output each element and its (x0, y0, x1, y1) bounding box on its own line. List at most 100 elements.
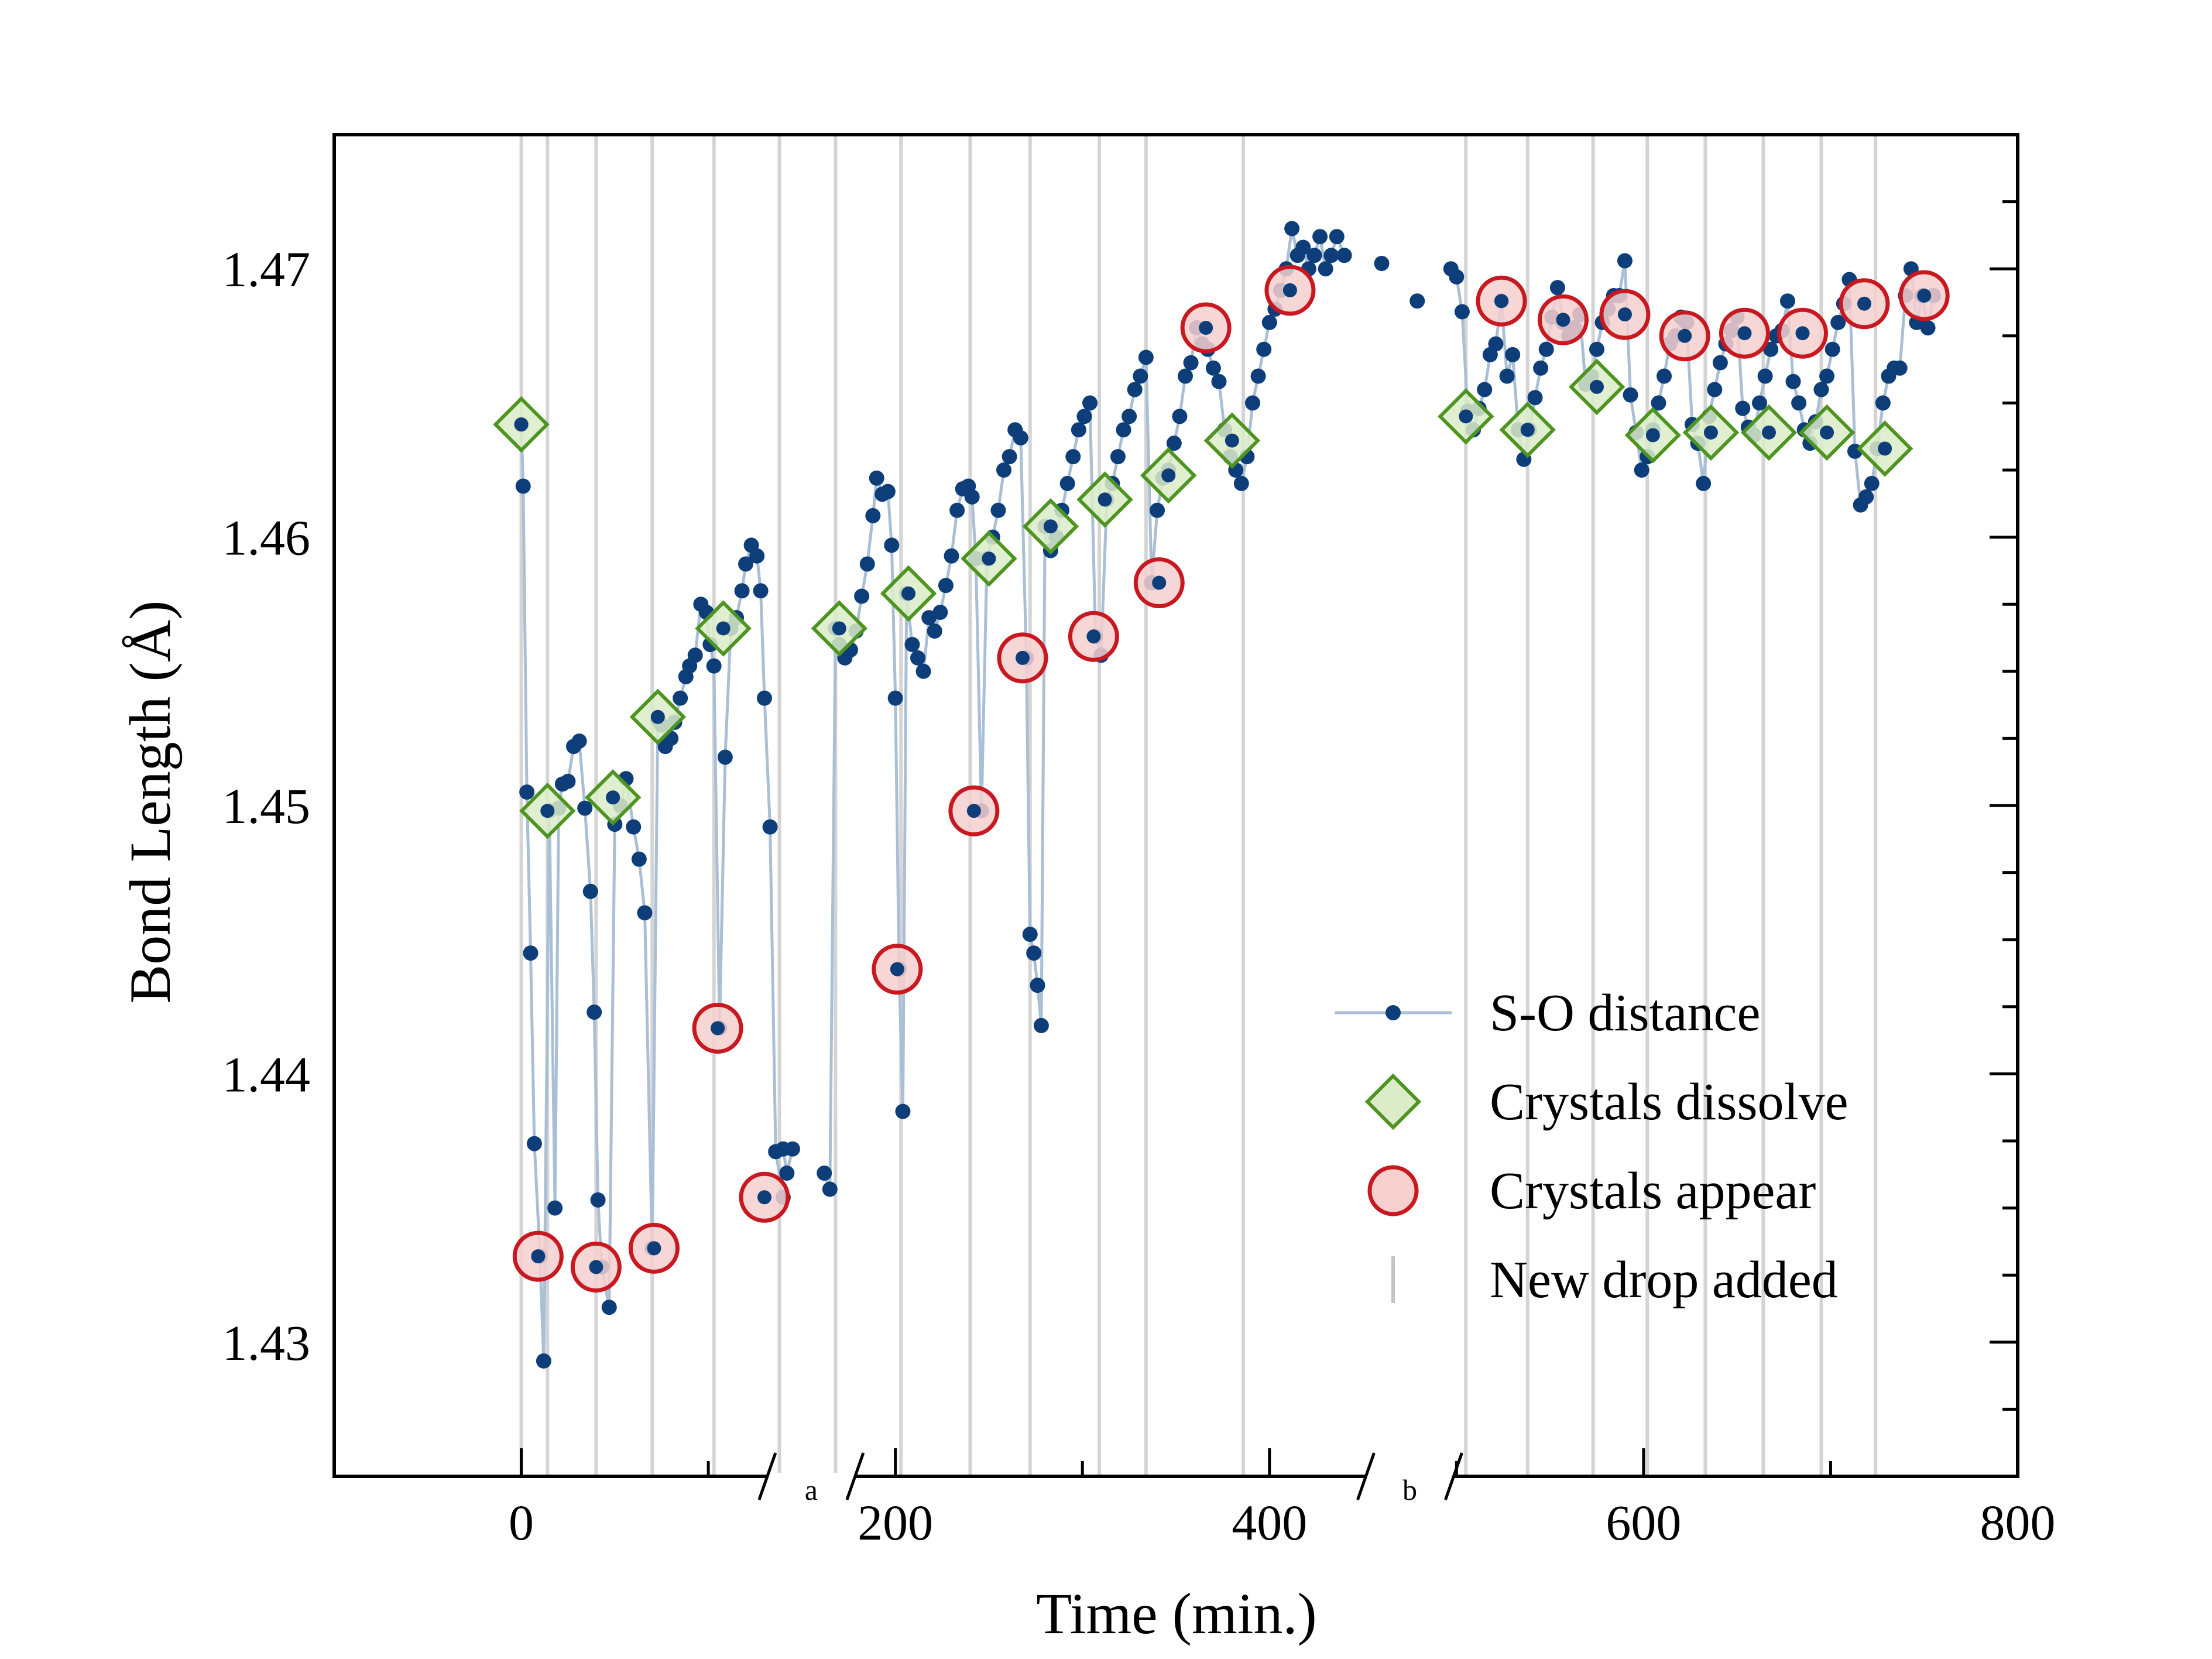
so-distance-point (523, 945, 539, 961)
so-distance-point (637, 905, 653, 921)
so-distance-point (1082, 395, 1098, 411)
so-distance-point (1634, 462, 1649, 478)
legend-label: S-O distance (1490, 984, 1760, 1042)
crystals-appear-point (1494, 294, 1509, 309)
so-distance-point (1785, 373, 1801, 389)
so-distance-point (1875, 395, 1891, 411)
so-distance-point (1312, 229, 1328, 245)
so-distance-point (515, 478, 531, 494)
so-distance-point (1651, 395, 1666, 411)
crystals-dissolve-point (514, 417, 529, 432)
so-distance-point (1752, 395, 1768, 411)
crystals-dissolve-point (1459, 409, 1473, 424)
so-distance-point (1779, 293, 1795, 309)
so-distance-point (1122, 409, 1137, 424)
so-distance-point (1920, 320, 1936, 336)
so-distance-point (1172, 409, 1188, 424)
so-distance-point (1183, 355, 1199, 371)
crystals-appear-point (1857, 296, 1871, 311)
crystals-appear-point (1086, 629, 1101, 644)
so-distance-point (1022, 927, 1038, 942)
so-distance-point (1033, 1017, 1049, 1033)
so-distance-point (1150, 502, 1165, 518)
so-distance-point (779, 1166, 795, 1181)
so-distance-point (734, 583, 750, 599)
so-distance-point (590, 1192, 606, 1208)
so-distance-point (1133, 368, 1148, 384)
crystals-dissolve-point (650, 709, 665, 724)
so-distance-point (1533, 360, 1549, 376)
so-distance-point (990, 502, 1006, 518)
crystals-dissolve-point (1161, 468, 1176, 483)
crystals-appear-markers (512, 265, 1950, 1293)
so-distance-point (753, 583, 769, 599)
so-distance-point (1284, 221, 1300, 236)
so-distance-point (964, 489, 980, 505)
crystals-dissolve-point (1703, 425, 1718, 440)
y-axis-minor-ticks (2002, 200, 2018, 1411)
so-distance-point (1374, 256, 1390, 272)
so-distance-point (1076, 409, 1092, 424)
so-distance-point (1538, 341, 1554, 357)
crystals-dissolve-point (1761, 425, 1776, 440)
so-distance-point (1138, 349, 1154, 365)
legend-label: New drop added (1490, 1251, 1838, 1309)
x-tick-label: 800 (1980, 1495, 2056, 1551)
axis-break-mark (845, 1452, 865, 1500)
so-distance-point (1030, 978, 1045, 993)
legend-label: Crystals dissolve (1490, 1073, 1849, 1131)
so-distance-point (1712, 355, 1728, 371)
so-distance-point (884, 537, 900, 553)
so-distance-point (1757, 368, 1773, 384)
so-distance-point (1505, 347, 1521, 362)
legend-circle-swatch (1367, 1165, 1419, 1216)
so-distance-point (547, 1200, 563, 1216)
crystals-dissolve-point (606, 790, 620, 805)
so-distance-point (756, 690, 772, 706)
so-distance-point (1329, 229, 1345, 245)
y-tick-label: 1.43 (222, 1315, 311, 1371)
y-tick-label: 1.45 (222, 778, 311, 834)
so-distance-point (927, 623, 942, 639)
so-distance-point (859, 556, 875, 572)
so-distance-point (1336, 248, 1352, 263)
so-distance-point (1250, 368, 1266, 384)
legend: S-O distance Crystals dissolve Crystals ap… (1335, 984, 1849, 1309)
crystals-appear-point (1282, 283, 1297, 297)
crystals-appear-point (647, 1241, 661, 1256)
so-distance-point (526, 1136, 542, 1151)
so-distance-point (1617, 253, 1633, 269)
so-distance-point (1026, 945, 1042, 961)
axis-break-gap (1366, 1473, 1454, 1480)
so-distance-point (1166, 436, 1182, 451)
crystals-appear-point (966, 804, 981, 818)
so-distance-point (582, 883, 598, 899)
so-distance-point (932, 604, 948, 620)
legend-diamond-swatch (1364, 1073, 1422, 1130)
crystals-dissolve-point (832, 621, 846, 636)
so-distance-point (1657, 368, 1672, 384)
so-distance-point (1707, 382, 1723, 397)
x-axis-title: Time (min.) (1036, 1581, 1317, 1646)
so-distance-point (1013, 430, 1028, 445)
x-axis-ticks: 0 200 400 600 800 (509, 1448, 2056, 1551)
crystals-dissolve-point (1820, 425, 1834, 440)
crystals-dissolve-point (716, 621, 731, 636)
so-distance-point (577, 800, 593, 816)
so-distance-point (560, 773, 576, 789)
crystals-appear-point (1917, 289, 1932, 303)
so-distance-point (1892, 360, 1908, 376)
so-distance-point (1205, 360, 1221, 376)
crystals-dissolve-point (1225, 433, 1239, 448)
crystals-appear-point (1015, 650, 1030, 665)
so-distance-point (717, 749, 733, 765)
so-distance-point (887, 690, 903, 706)
so-distance-point (571, 733, 587, 749)
so-distance-point (784, 1141, 800, 1157)
y-tick-label: 1.46 (222, 510, 311, 566)
so-distance-point (1127, 382, 1143, 397)
so-distance-point (738, 556, 754, 572)
so-distance-point (1589, 341, 1604, 357)
